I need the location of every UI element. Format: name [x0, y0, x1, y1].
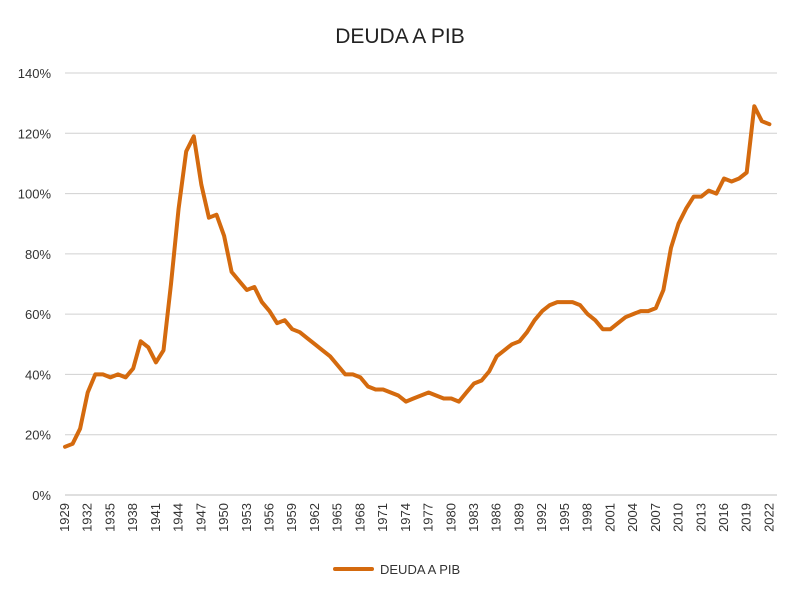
x-tick-label: 1932	[80, 503, 95, 532]
x-tick-label: 1980	[443, 503, 458, 532]
x-tick-label: 1947	[193, 503, 208, 532]
x-tick-label: 1944	[171, 503, 186, 532]
gridlines	[65, 72, 777, 496]
x-tick-label: 1929	[57, 503, 72, 532]
x-tick-label: 2007	[648, 503, 663, 532]
x-tick-label: 1965	[330, 503, 345, 532]
y-tick-label: 120%	[18, 126, 52, 141]
x-tick-label: 1986	[489, 503, 504, 532]
series-line	[63, 104, 772, 449]
x-tick-label: 2010	[671, 503, 686, 532]
x-tick-label: 1995	[557, 503, 572, 532]
legend: DEUDA A PIB	[333, 562, 460, 577]
y-tick-label: 100%	[18, 187, 52, 202]
chart-title: DEUDA A PIB	[335, 25, 465, 48]
y-tick-label: 0%	[32, 488, 51, 503]
x-tick-label: 1962	[307, 503, 322, 532]
x-tick-label: 1971	[375, 503, 390, 532]
x-tick-label: 1977	[421, 503, 436, 532]
y-axis-ticks: 0% 20% 40% 60% 80% 100% 120% 140%	[18, 66, 52, 503]
y-tick-label: 60%	[25, 307, 51, 322]
y-tick-label: 40%	[25, 367, 51, 382]
x-tick-label: 2019	[739, 503, 754, 532]
x-tick-label: 1935	[102, 503, 117, 532]
x-tick-label: 1941	[148, 503, 163, 532]
x-tick-label: 2016	[716, 503, 731, 532]
x-tick-label: 2004	[625, 503, 640, 532]
x-tick-label: 1953	[239, 503, 254, 532]
y-tick-label: 140%	[18, 66, 52, 81]
x-tick-label: 2013	[693, 503, 708, 532]
x-tick-label: 2001	[602, 503, 617, 532]
x-tick-label: 1950	[216, 503, 231, 532]
x-tick-label: 1998	[580, 503, 595, 532]
legend-label: DEUDA A PIB	[380, 562, 460, 577]
x-tick-label: 1992	[534, 503, 549, 532]
x-tick-label: 2022	[761, 503, 776, 532]
x-tick-label: 1983	[466, 503, 481, 532]
x-tick-label: 1956	[262, 503, 277, 532]
x-axis-ticks: 1929 1932 1935 1938 1941 1944 1947 1950 1953 1956…	[57, 503, 776, 532]
x-tick-label: 1968	[352, 503, 367, 532]
x-tick-label: 1959	[284, 503, 299, 532]
series-layer	[63, 104, 772, 449]
y-tick-label: 80%	[25, 247, 51, 262]
x-tick-label: 1989	[511, 503, 526, 532]
x-tick-label: 1938	[125, 503, 140, 532]
y-tick-label: 20%	[25, 428, 51, 443]
x-tick-label: 1974	[398, 503, 413, 532]
